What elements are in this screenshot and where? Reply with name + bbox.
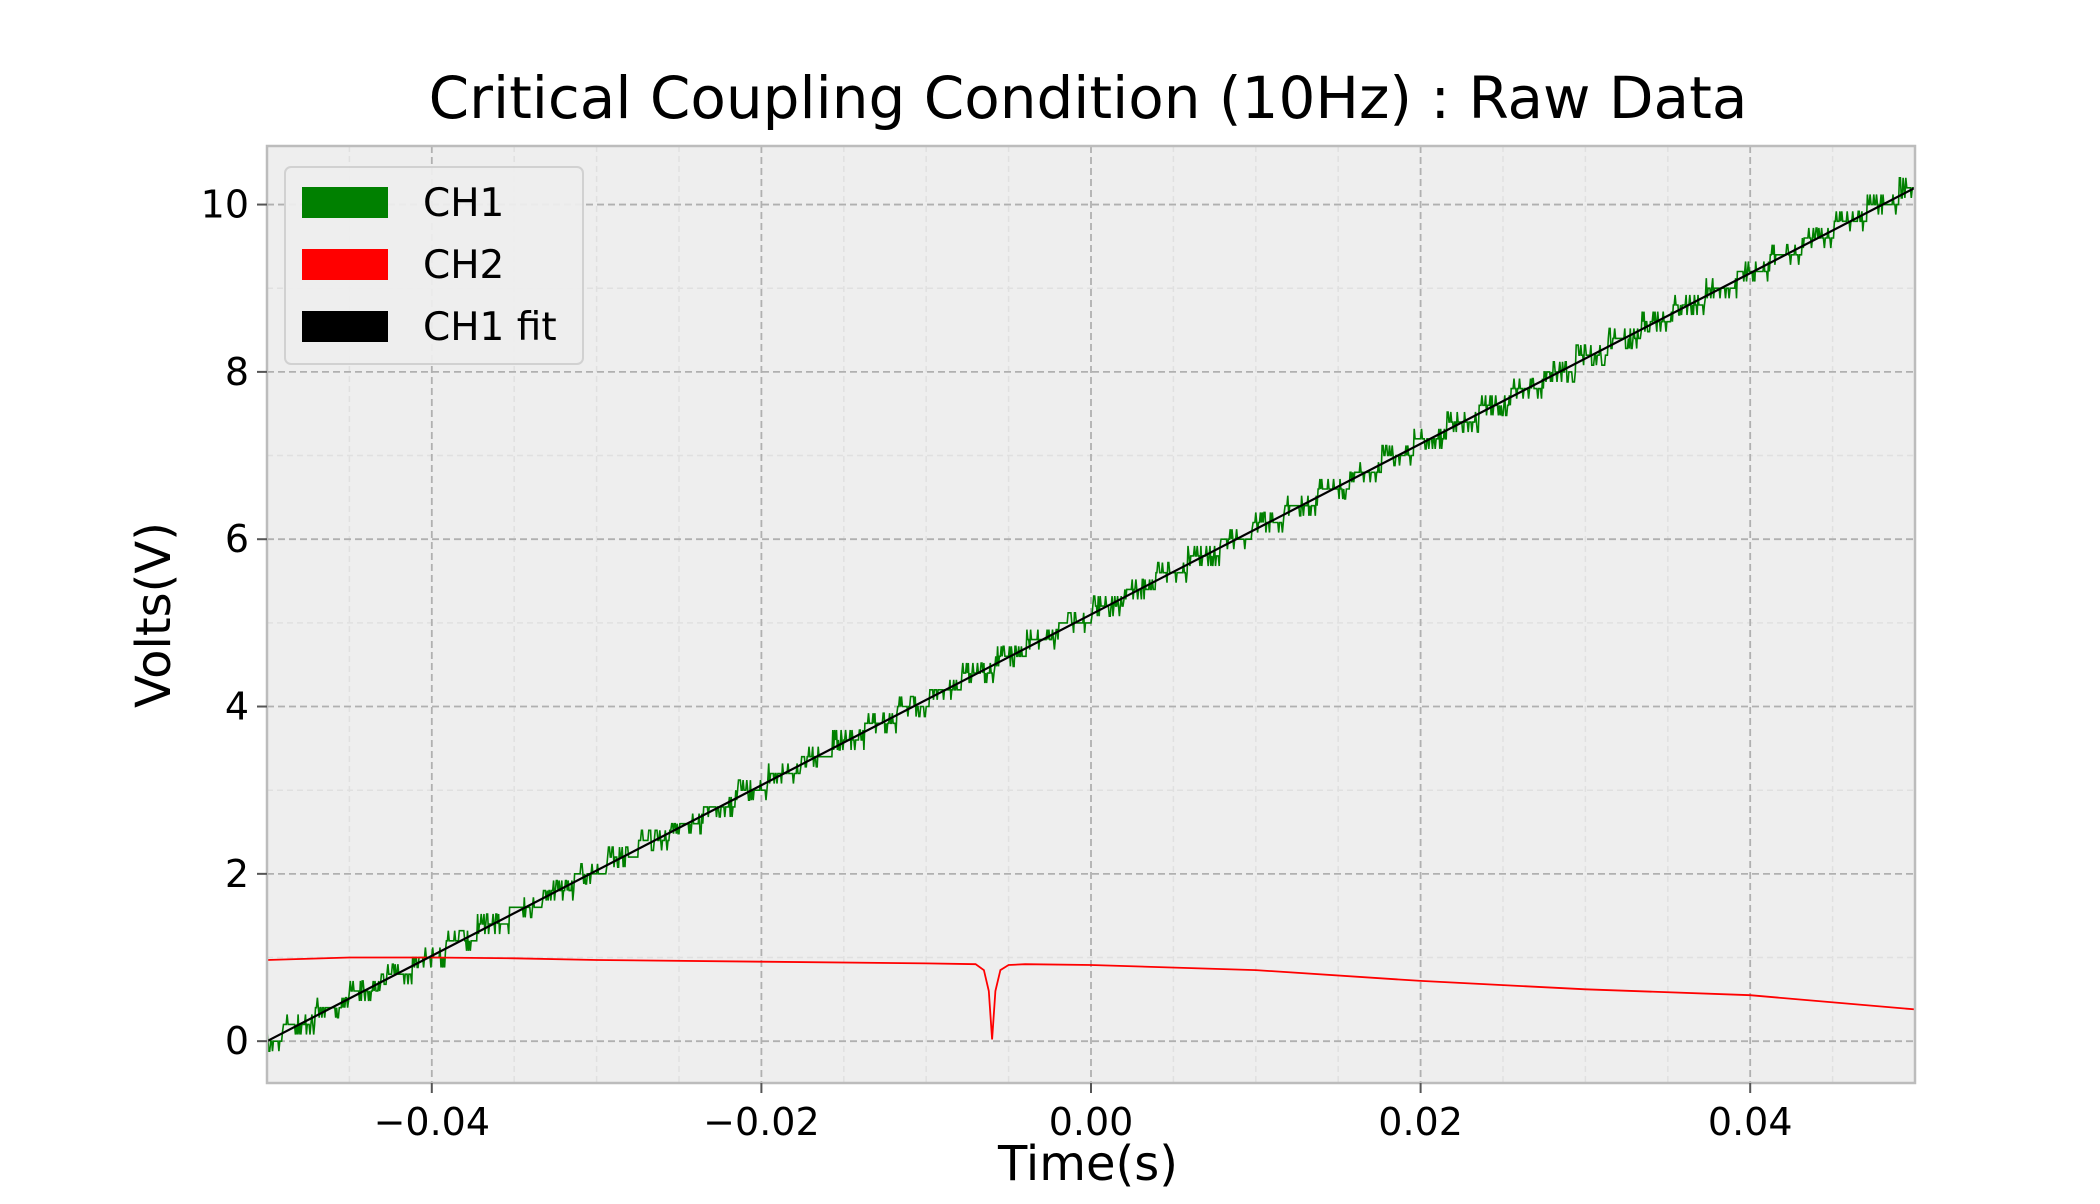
legend-label-2: CH2 (423, 243, 504, 288)
y-tick-label: 6 (225, 517, 249, 561)
x-tick-label: 0.02 (1378, 1100, 1463, 1144)
legend-label-3: CH1 fit (423, 305, 557, 350)
series-ch1-line (266, 177, 1915, 1052)
x-tick-label: 0.00 (1049, 1100, 1134, 1144)
legend-swatch-2 (302, 249, 388, 280)
y-axis-label: Volts(V) (126, 522, 182, 708)
legend-swatch-3 (302, 311, 388, 342)
y-tick-label: 8 (225, 350, 249, 394)
y-tick-label: 2 (225, 852, 249, 896)
series-ch1-fit-line (266, 186, 1916, 1043)
y-tick-label: 4 (225, 685, 249, 729)
x-tick-label: −0.04 (374, 1100, 490, 1144)
chart-title: Critical Coupling Condition (10Hz) : Raw… (429, 64, 1748, 132)
y-tick-label: 0 (225, 1019, 249, 1063)
x-tick-label: −0.02 (703, 1100, 819, 1144)
x-axis-label: Time(s) (997, 1136, 1178, 1192)
legend-swatch-1 (302, 187, 388, 218)
y-tick-label: 10 (201, 183, 249, 227)
series-ch2-line (266, 956, 1916, 1040)
x-tick-label: 0.04 (1708, 1100, 1793, 1144)
legend-label-1: CH1 (423, 181, 504, 226)
